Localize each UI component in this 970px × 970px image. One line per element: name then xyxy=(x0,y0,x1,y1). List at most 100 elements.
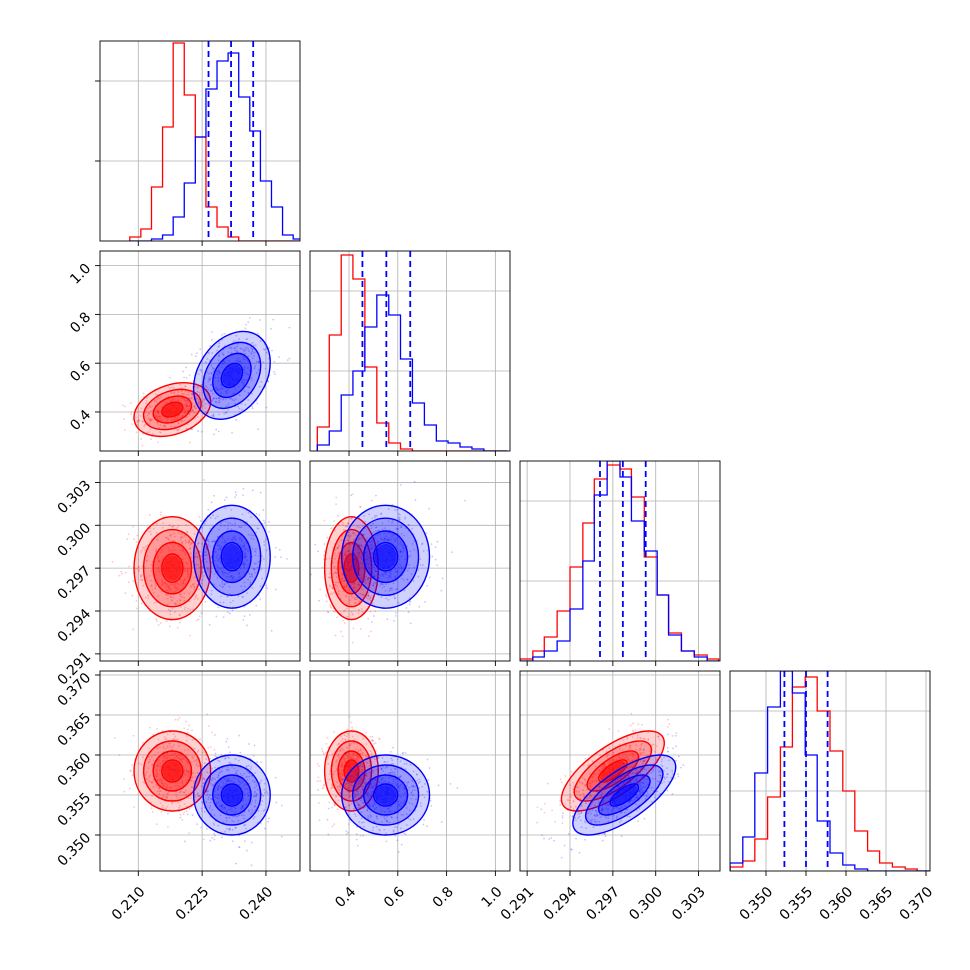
sample-point xyxy=(238,780,240,782)
sample-point xyxy=(359,763,362,766)
sample-point xyxy=(166,417,169,420)
sample-point xyxy=(327,611,329,614)
sample-point xyxy=(370,758,373,760)
sample-point xyxy=(426,790,429,793)
sample-point xyxy=(365,551,368,554)
sample-point xyxy=(173,524,175,527)
sample-point xyxy=(350,757,353,760)
sample-point xyxy=(399,550,402,553)
sample-point xyxy=(245,323,248,326)
sample-point xyxy=(341,761,344,764)
sample-point xyxy=(382,765,385,768)
sample-point xyxy=(346,615,349,618)
sample-point xyxy=(222,362,225,365)
sample-point xyxy=(350,494,353,497)
sample-point xyxy=(187,407,190,410)
sample-point xyxy=(398,563,401,566)
sample-point xyxy=(652,768,654,771)
sample-point xyxy=(253,781,256,784)
sample-point xyxy=(180,533,183,535)
sample-point xyxy=(643,751,645,754)
sample-point xyxy=(174,769,177,772)
sample-point xyxy=(191,786,193,788)
sample-point xyxy=(222,585,225,588)
sample-point xyxy=(186,761,189,764)
sample-point xyxy=(253,568,255,570)
sample-point xyxy=(374,526,377,529)
sample-point xyxy=(361,533,364,536)
sample-point xyxy=(391,759,394,762)
axes-frame xyxy=(99,250,301,452)
sample-point xyxy=(636,734,639,737)
sample-point xyxy=(158,559,161,562)
sample-point xyxy=(142,756,144,759)
sample-point xyxy=(217,774,220,777)
sample-point xyxy=(577,813,579,816)
contour-red xyxy=(142,528,202,608)
sample-point xyxy=(177,429,180,431)
sample-point xyxy=(368,541,371,544)
sample-point xyxy=(169,588,172,590)
sample-point xyxy=(216,542,219,545)
sample-point xyxy=(375,494,377,497)
sample-point xyxy=(382,573,384,576)
sample-point xyxy=(357,750,360,753)
sample-point xyxy=(560,781,563,784)
sample-point xyxy=(251,341,254,344)
sample-point xyxy=(220,383,223,386)
sample-point xyxy=(156,772,159,775)
contour-red xyxy=(343,553,360,583)
sample-point xyxy=(178,417,181,420)
sample-point xyxy=(365,761,368,764)
sample-point xyxy=(160,782,163,785)
sample-point xyxy=(607,800,610,803)
sample-point xyxy=(166,418,169,421)
sample-point xyxy=(344,738,347,741)
sample-point xyxy=(629,752,632,755)
sample-point xyxy=(341,774,344,777)
sample-point xyxy=(630,799,632,802)
sample-point xyxy=(361,765,364,768)
sample-point xyxy=(340,772,342,775)
sample-point xyxy=(371,602,374,605)
sample-point xyxy=(426,549,429,552)
sample-point xyxy=(630,712,633,715)
sample-point xyxy=(362,737,365,740)
grid-lines xyxy=(100,461,300,661)
sample-point xyxy=(352,583,355,586)
sample-point xyxy=(199,738,202,741)
grid-lines xyxy=(310,461,510,661)
sample-point xyxy=(350,610,353,613)
sample-point xyxy=(387,576,389,579)
sample-point xyxy=(162,796,165,799)
sample-point xyxy=(188,592,190,595)
sample-point xyxy=(194,383,197,385)
sample-point xyxy=(209,794,212,796)
sample-point xyxy=(369,760,372,763)
sample-point xyxy=(421,564,424,566)
sample-point xyxy=(157,411,160,414)
sample-point xyxy=(228,612,231,615)
sample-point xyxy=(360,797,363,799)
sample-point xyxy=(218,355,221,358)
sample-point xyxy=(234,496,237,499)
sample-point xyxy=(145,560,148,562)
sample-point xyxy=(372,826,375,829)
sample-point xyxy=(337,753,340,756)
sample-point xyxy=(371,546,374,549)
sample-point xyxy=(159,762,162,765)
sample-point xyxy=(161,782,163,785)
sample-point xyxy=(371,547,373,550)
sample-point xyxy=(181,392,184,395)
sample-point xyxy=(191,427,193,430)
sample-point xyxy=(215,401,217,404)
sample-point xyxy=(182,813,185,816)
sample-point xyxy=(229,601,232,604)
sample-point xyxy=(260,568,262,571)
sample-point xyxy=(163,755,166,757)
sample-point xyxy=(253,792,256,794)
sample-point xyxy=(395,588,397,591)
sample-point xyxy=(194,796,197,799)
sample-point xyxy=(658,774,661,777)
sample-point xyxy=(588,797,591,799)
